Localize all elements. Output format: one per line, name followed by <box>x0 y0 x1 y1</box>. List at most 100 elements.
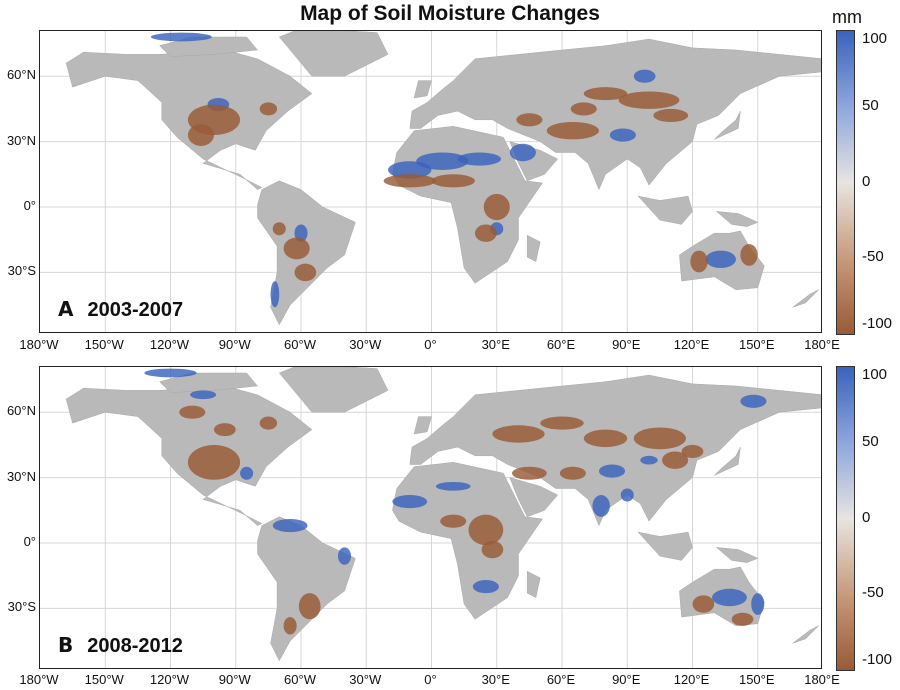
panel-letter: A <box>58 297 74 321</box>
dry-anomaly-area <box>559 466 586 480</box>
dry-anomaly-area <box>283 617 297 635</box>
land-mass <box>714 446 741 476</box>
land-mass <box>278 367 389 413</box>
land-mass <box>413 80 432 99</box>
dry-anomaly-area <box>187 444 241 480</box>
wet-anomaly-area <box>640 455 658 465</box>
longitude-tick-label: 120°W <box>149 672 190 687</box>
wet-anomaly-area <box>740 394 767 408</box>
dry-anomaly-area <box>690 250 708 273</box>
wet-anomaly-area <box>294 224 308 242</box>
wet-anomaly-areas <box>144 368 767 615</box>
wet-anomaly-area <box>190 390 217 400</box>
dry-anomaly-area <box>481 540 504 559</box>
colorbar-tick-label: -50 <box>862 248 884 266</box>
colorbar-tick-label: -100 <box>862 315 893 332</box>
world-map-b <box>40 367 821 668</box>
dry-anomaly-area <box>294 263 317 282</box>
dry-anomaly-area <box>492 425 545 443</box>
dry-anomaly-area <box>483 193 510 221</box>
dry-anomaly-area <box>475 224 497 242</box>
longitude-tick-label: 30°E <box>481 672 510 687</box>
latitude-tick-label: 60°N <box>6 403 36 419</box>
land-mass <box>715 211 759 227</box>
wet-anomaly-area <box>457 152 502 166</box>
land-mass <box>509 477 558 518</box>
longitude-tick-label: 180°W <box>19 337 59 352</box>
colorbar-unit: mm <box>832 7 862 27</box>
longitude-tick-label: 150°E <box>738 337 775 352</box>
dry-anomaly-area <box>653 108 689 122</box>
wet-anomaly-area <box>272 519 308 533</box>
wet-anomaly-area <box>609 128 636 142</box>
latitude-tick-label: 0° <box>23 198 36 213</box>
wet-anomaly-area <box>705 250 737 269</box>
dry-anomaly-area <box>681 444 704 458</box>
longitude-tick-label: 30°W <box>349 337 382 352</box>
dry-anomaly-area <box>259 416 278 430</box>
dry-anomaly-area <box>546 121 599 140</box>
colorbar-a <box>836 30 855 335</box>
dry-anomaly-area <box>179 405 206 419</box>
wet-anomaly-area <box>150 32 212 42</box>
longitude-tick-label: 90°E <box>612 672 641 687</box>
land-masses <box>65 367 821 662</box>
longitude-tick-label: 90°W <box>218 337 251 352</box>
dry-anomaly-area <box>187 124 214 146</box>
longitude-tick-label: 90°W <box>218 672 251 687</box>
land-mass <box>257 516 356 662</box>
longitude-tick-label: 180°E <box>804 672 840 687</box>
colorbar-tick-label: 50 <box>862 432 879 450</box>
wet-anomaly-area <box>416 152 469 170</box>
dry-anomaly-area <box>214 423 236 437</box>
dry-anomaly-area <box>440 514 467 528</box>
land-mass <box>792 289 819 308</box>
panel-period: 2008-2012 <box>87 635 183 657</box>
wet-anomaly-area <box>712 588 747 607</box>
dry-anomaly-area <box>383 174 436 188</box>
latitude-tick-label: 30°N <box>6 132 36 148</box>
wet-anomaly-area <box>633 69 656 83</box>
longitude-tick-label: 180°E <box>804 337 840 352</box>
longitude-tick-label: 60°W <box>284 337 316 352</box>
land-mass <box>159 36 258 57</box>
dry-anomaly-area <box>272 222 286 236</box>
wet-anomaly-area <box>620 488 634 502</box>
longitude-tick-label: 0° <box>424 337 437 352</box>
map-panel-b: B 2008-2012 <box>39 366 822 669</box>
land-mass <box>637 195 693 225</box>
land-mass <box>413 416 432 435</box>
colorbar-tick-label: 0 <box>862 508 871 526</box>
longitude-tick-label: 30°E <box>481 337 510 352</box>
latitude-tick-label: 0° <box>23 534 36 549</box>
colorbar-tick-label: -50 <box>862 584 884 602</box>
land-masses <box>65 31 821 326</box>
dry-anomaly-area <box>731 612 754 626</box>
latitude-tick-label: 30°S <box>7 263 36 279</box>
panel-period: 2003-2007 <box>87 299 184 321</box>
land-mass <box>792 625 819 644</box>
dry-anomaly-area <box>618 91 680 109</box>
wet-anomaly-area <box>472 580 499 594</box>
longitude-tick-label: 60°W <box>284 672 316 687</box>
wet-anomaly-area <box>509 143 536 162</box>
wet-anomaly-area <box>751 593 765 615</box>
dry-anomaly-area <box>511 466 547 480</box>
dry-anomaly-area <box>570 102 597 116</box>
dry-anomaly-area <box>583 87 628 101</box>
dry-anomaly-area <box>633 427 686 450</box>
dry-anomaly-area <box>516 113 543 127</box>
dry-anomaly-areas <box>187 87 758 282</box>
wet-anomaly-area <box>144 368 197 378</box>
land-mass <box>637 531 693 561</box>
longitude-tick-label: 0° <box>424 672 437 687</box>
panel-label-a: A 2003-2007 <box>58 297 183 322</box>
dry-anomaly-area <box>540 416 584 430</box>
colorbar-tick-label: -100 <box>862 651 893 668</box>
longitude-tick-label: 60°E <box>546 672 576 687</box>
dry-anomaly-area <box>692 595 715 613</box>
longitude-tick-label: 120°E <box>673 337 710 352</box>
panel-label-b: B 2008-2012 <box>58 633 183 658</box>
dry-anomaly-area <box>740 244 758 266</box>
land-mass <box>278 31 389 77</box>
